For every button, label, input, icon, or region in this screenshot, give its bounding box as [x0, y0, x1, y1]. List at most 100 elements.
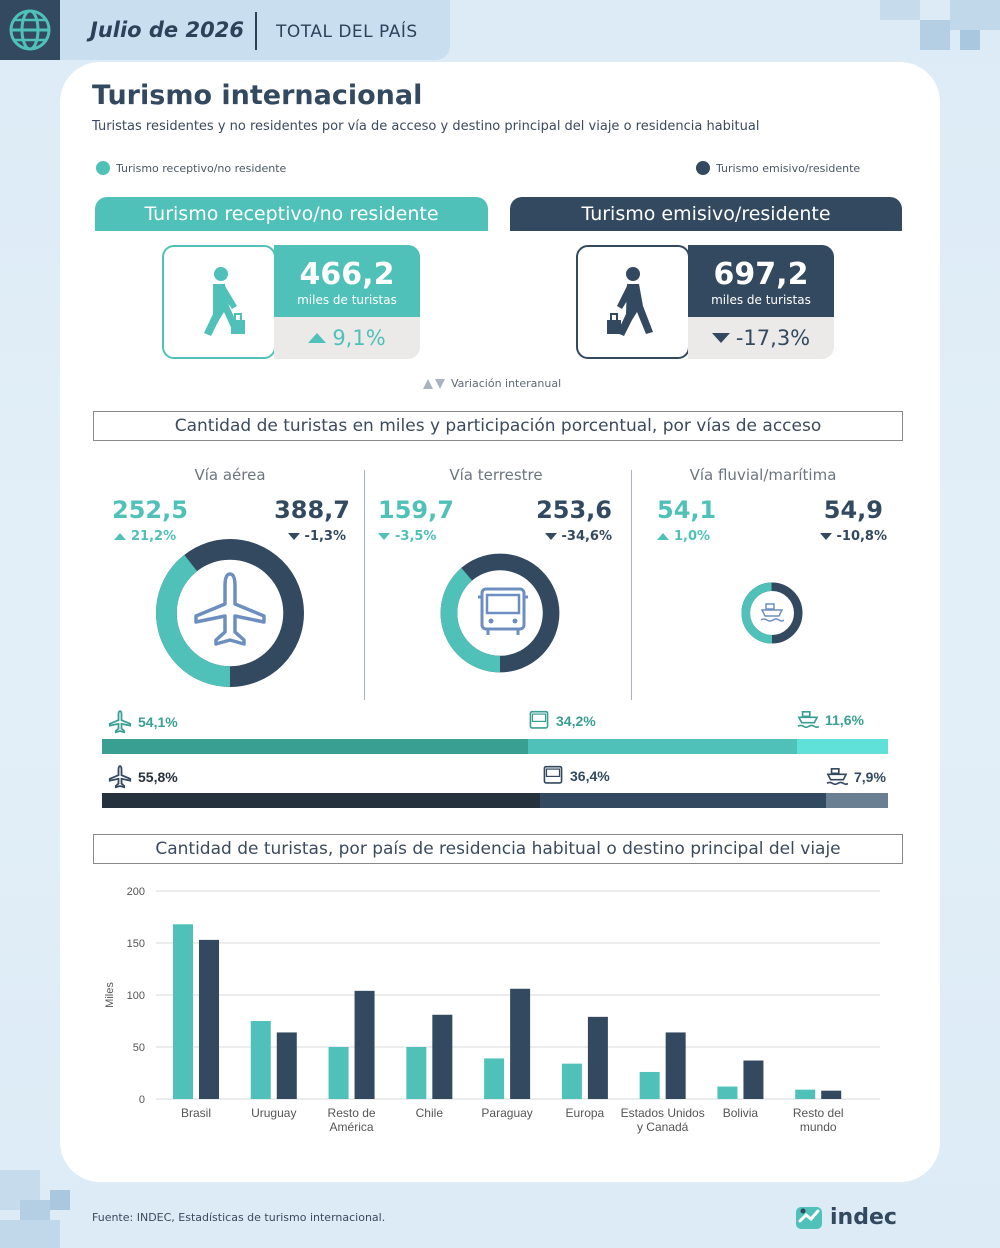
x-tick-label: Resto del: [793, 1106, 844, 1120]
share-segment: [796, 739, 888, 754]
page-subtitle: Turistas residentes y no residentes por …: [92, 119, 760, 134]
via-emi-variation-value: -10,8%: [836, 529, 888, 544]
kpi-receptivo-iconbox: [162, 245, 276, 359]
x-tick-label: Europa: [566, 1106, 605, 1120]
legend-label-emisivo: Turismo emisivo/residente: [716, 161, 861, 175]
via-emi-value: 388,7: [274, 496, 350, 524]
triangle-up-icon: [114, 533, 126, 540]
bar: [717, 1086, 738, 1099]
triangle-up-icon: [657, 533, 669, 540]
kpi-emisivo-value: 697,2: [713, 257, 809, 292]
bar: [173, 924, 193, 1099]
via-emi-variation-value: -34,6%: [561, 529, 613, 544]
y-tick-label: 200: [127, 886, 145, 898]
x-tick-label: Uruguay: [251, 1106, 296, 1120]
section-title-vias: Cantidad de turistas en miles y particip…: [93, 411, 903, 441]
bar: [665, 1032, 686, 1099]
share-emisivo-aerea: 55,8%: [108, 765, 178, 789]
indec-logo-text: indec: [830, 1204, 897, 1230]
bar: [561, 1063, 582, 1099]
share-label: 36,4%: [570, 768, 610, 784]
share-segment: [540, 793, 826, 808]
x-tick-label: Brasil: [181, 1106, 211, 1120]
triangle-up-icon: [308, 333, 327, 343]
x-tick-label: Chile: [416, 1106, 444, 1120]
bar: [328, 1047, 349, 1099]
share-label: 34,2%: [556, 713, 596, 729]
kpi-receptivo-unit: miles de turistas: [297, 293, 397, 307]
share-label: 11,6%: [825, 712, 864, 728]
header-scope: TOTAL DEL PAÍS: [276, 22, 418, 42]
bar: [795, 1089, 816, 1099]
band-receptivo: Turismo receptivo/no residente: [95, 197, 488, 231]
header-date: Julio de 2026: [90, 18, 244, 42]
via-rec-variation-value: -3,5%: [395, 529, 437, 544]
bar: [510, 988, 531, 1099]
via-emi-value: 253,6: [536, 496, 612, 524]
bar: [587, 1016, 608, 1099]
legend-label-receptivo: Turismo receptivo/no residente: [116, 161, 287, 175]
kpi-emisivo-iconbox: [576, 245, 690, 359]
kpi-receptivo: 466,2 miles de turistas 9,1%: [162, 245, 420, 359]
bar: [432, 1014, 453, 1099]
via-emi-variation-value: -1,3%: [304, 529, 346, 544]
via-name: Vía aérea: [194, 466, 266, 484]
x-tick-label: y Canadá: [637, 1120, 689, 1134]
via-rec-value: 252,5: [112, 496, 188, 524]
band-emisivo: Turismo emisivo/residente: [510, 197, 902, 231]
x-tick-label: América: [330, 1120, 374, 1134]
kpi-emisivo-variation-value: -17,3%: [735, 326, 811, 350]
share-segment: [527, 739, 797, 754]
via-emi-variation: -10,8%: [819, 529, 888, 544]
via-rec-variation: -3,5%: [378, 529, 436, 544]
source-note: Fuente: INDEC, Estadísticas de turismo i…: [92, 1211, 386, 1224]
y-tick-label: 0: [139, 1094, 145, 1106]
x-tick-label: Paraguay: [481, 1106, 532, 1120]
legend-receptivo: Turismo receptivo/no residente: [96, 161, 286, 175]
via-rec-value: 54,1: [657, 496, 717, 524]
triangle-down-icon: [378, 533, 390, 540]
triangle-down-icon: [711, 333, 730, 343]
indec-logo: indec: [794, 1203, 897, 1231]
variation-note: Variación interanual: [423, 377, 561, 390]
globe-icon: [9, 9, 51, 51]
share-receptivo-aerea: 54,1%: [108, 710, 178, 734]
bar: [821, 1090, 842, 1099]
ship-icon: [826, 768, 848, 786]
via-name: Vía fluvial/marítima: [689, 466, 837, 484]
airplane-icon: [108, 765, 132, 789]
share-receptivo-fluvial: 11,6%: [797, 710, 864, 730]
bus-icon: [543, 765, 563, 784]
via-emi-value: 54,9: [823, 496, 883, 524]
share-label: 7,9%: [854, 769, 886, 785]
kpi-emisivo-variation: -17,3%: [688, 317, 834, 359]
up-down-triangles-icon: [423, 378, 445, 389]
kpi-emisivo-numbox: 697,2 miles de turistas: [688, 245, 834, 317]
y-tick-label: 150: [127, 938, 145, 950]
y-axis-label: Miles: [104, 982, 116, 1008]
header-logo: [0, 0, 60, 60]
walking-tourist-icon: [204, 267, 245, 336]
airplane-icon: [194, 572, 266, 646]
ship-icon: [760, 603, 784, 622]
share-emisivo-fluvial: 7,9%: [826, 767, 886, 787]
kpi-receptivo-numbox: 466,2 miles de turistas: [274, 245, 420, 317]
bar: [639, 1071, 660, 1099]
bar: [406, 1047, 427, 1099]
share-label: 55,8%: [138, 769, 178, 785]
bar: [743, 1060, 764, 1099]
bus-icon: [529, 710, 549, 729]
kpi-emisivo-unit: miles de turistas: [711, 293, 811, 307]
page-title: Turismo internacional: [92, 80, 423, 111]
triangle-down-icon: [544, 533, 557, 540]
walking-tourist-icon: [607, 267, 653, 336]
kpi-receptivo-variation: 9,1%: [274, 317, 420, 359]
header-divider: [255, 12, 257, 50]
kpi-receptivo-variation-value: 9,1%: [332, 326, 386, 350]
bus-icon: [478, 587, 528, 635]
via-fluvial: Vía fluvial/marítima 54,1 54,9 1,0% -10,…: [633, 466, 893, 706]
triangle-down-icon: [819, 533, 832, 540]
via-rec-value: 159,7: [378, 496, 454, 524]
kpi-emisivo: 697,2 miles de turistas -17,3%: [576, 245, 834, 359]
